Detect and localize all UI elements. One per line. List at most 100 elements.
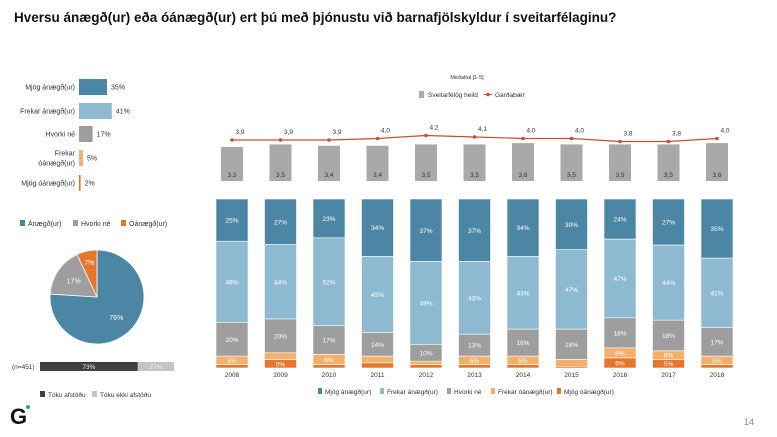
- hbar-0: [79, 79, 107, 95]
- stacked-segment-label: 6%: [324, 357, 334, 364]
- stacked-segment-label: 5%: [470, 358, 480, 365]
- mean-legend-swatch: [419, 91, 424, 98]
- pie-legend-label: Óánægð(ur): [129, 219, 167, 228]
- stacked-segment-2016-4: [603, 357, 637, 369]
- stacked-segment-2014-4: [506, 364, 540, 369]
- year-label: 2013: [467, 372, 482, 379]
- stacked-segment-label: 44%: [662, 280, 675, 287]
- hbar-category-label: Hvorki né: [45, 132, 75, 139]
- pie-legend-label: Hvorki né: [81, 221, 111, 228]
- stacked-segment-2016-2: [603, 317, 637, 349]
- stacked-segment-2009-3: [264, 352, 297, 360]
- line-point-label: 3,8: [623, 131, 632, 138]
- stacked-segment-label: 52%: [322, 279, 335, 286]
- stacked-segment-2015-3: [555, 359, 588, 367]
- mean-chart-title: Meðaltal [1-5]: [450, 74, 484, 81]
- pie-slice-1: [49, 253, 98, 298]
- stacked-segment-label: 5%: [518, 358, 528, 365]
- stacked-legend-swatch: [380, 388, 384, 394]
- stacked-segment-label: 13%: [468, 343, 481, 350]
- year-label: 2009: [273, 372, 288, 379]
- stacked-legend-swatch: [447, 388, 451, 394]
- mean-bar-label: 3,6: [712, 172, 721, 179]
- mean-bar-2017: [657, 144, 680, 181]
- response-bar-label: 27%: [149, 364, 162, 371]
- stacked-segment-label: 16%: [516, 340, 529, 347]
- hbar-value-label: 17%: [97, 132, 111, 139]
- hbar-2: [79, 126, 93, 142]
- line-point-label: 4,0: [720, 128, 729, 135]
- mean-bar-label: 3,4: [373, 172, 382, 179]
- year-label: 2015: [564, 372, 579, 379]
- line-point-2015: [569, 136, 574, 141]
- hbar-value-label: 5%: [87, 156, 97, 163]
- logo: G: [10, 404, 27, 429]
- response-legend-label: Tóku ekki afstöðu: [100, 391, 151, 399]
- stacked-segment-label: 14%: [371, 342, 384, 349]
- response-bar-1: [137, 362, 174, 371]
- line-legend-marker: [486, 92, 490, 97]
- stacked-segment-2018-4: [700, 364, 734, 369]
- stacked-segment-label: 34%: [371, 225, 384, 232]
- year-label: 2014: [516, 372, 531, 379]
- pie-legend-swatch: [73, 220, 78, 226]
- pie-legend-swatch: [121, 220, 126, 226]
- line-point-2012: [424, 133, 428, 138]
- hbar-4: [79, 175, 81, 191]
- stacked-segment-2011-3: [361, 355, 394, 364]
- line-point-label: 3,9: [332, 129, 341, 136]
- mean-bar-2012: [415, 144, 437, 181]
- mean-bar-2018: [706, 143, 728, 181]
- stacked-segment-2013-1: [458, 261, 491, 335]
- stacked-segment-2017-1: [652, 244, 685, 321]
- year-label: 2017: [661, 372, 676, 379]
- year-label: 2016: [613, 372, 628, 379]
- stacked-segment-2018-0: [700, 198, 734, 259]
- mean-bar-label: 3,6: [518, 172, 527, 179]
- stacked-legend-swatch: [557, 388, 561, 394]
- stacked-segment-2017-4: [652, 359, 685, 369]
- pie-slice-2: [76, 249, 98, 298]
- stacked-segment-label: 27%: [662, 220, 675, 227]
- stacked-segment-2014-0: [506, 198, 540, 257]
- stacked-segment-label: 6%: [615, 360, 625, 367]
- line-legend-label: Garðabær: [495, 91, 525, 99]
- stacked-segment-label: 47%: [565, 287, 578, 294]
- mean-bar-2015: [560, 144, 583, 181]
- response-legend-swatch: [92, 391, 97, 397]
- stacked-segment-label: 35%: [710, 226, 723, 233]
- pie-legend-swatch: [20, 220, 25, 226]
- stacked-segment-2012-1: [409, 261, 443, 345]
- stacked-segment-2008-4: [215, 364, 249, 369]
- mean-bar-2009: [269, 144, 292, 181]
- stacked-segment-2018-1: [700, 257, 734, 328]
- stacked-segment-label: 10%: [419, 350, 432, 357]
- response-legend-swatch: [40, 391, 45, 397]
- line-point-2016: [618, 139, 622, 144]
- mean-bar-label: 3,5: [470, 172, 479, 179]
- mean-bar-label: 3,5: [567, 172, 576, 179]
- stacked-segment-2017-2: [652, 319, 685, 352]
- hbar-category-label: Frekar: [55, 151, 76, 158]
- stacked-segment-label: 24%: [613, 217, 626, 224]
- stacked-segment-2011-0: [361, 198, 394, 257]
- stacked-segment-label: 20%: [225, 337, 238, 344]
- stacked-segment-label: 17%: [322, 338, 335, 345]
- year-label: 2018: [710, 372, 725, 379]
- hbar-category-label: Mjög óánægð(ur): [21, 180, 75, 188]
- stacked-segment-label: 44%: [274, 279, 287, 286]
- year-label: 2010: [322, 372, 337, 379]
- stacked-segment-label: 30%: [565, 222, 578, 229]
- stacked-segment-label: 41%: [710, 290, 723, 297]
- stacked-segment-2013-4: [458, 364, 491, 369]
- stacked-legend-label: Hvorki né: [454, 389, 482, 396]
- stacked-segment-2010-4: [312, 364, 346, 369]
- stacked-segment-label: 43%: [468, 295, 481, 302]
- mean-legend-label: Sveitarfélög heild: [428, 92, 478, 99]
- stacked-legend-swatch: [491, 388, 495, 394]
- stacked-segment-label: 18%: [662, 333, 675, 340]
- stacked-segment-2015-4: [555, 366, 588, 369]
- hbar-category-label: Frekar ánægð(ur): [20, 108, 75, 116]
- line-point-2010: [327, 138, 331, 142]
- line-point-label: 4,2: [429, 125, 438, 132]
